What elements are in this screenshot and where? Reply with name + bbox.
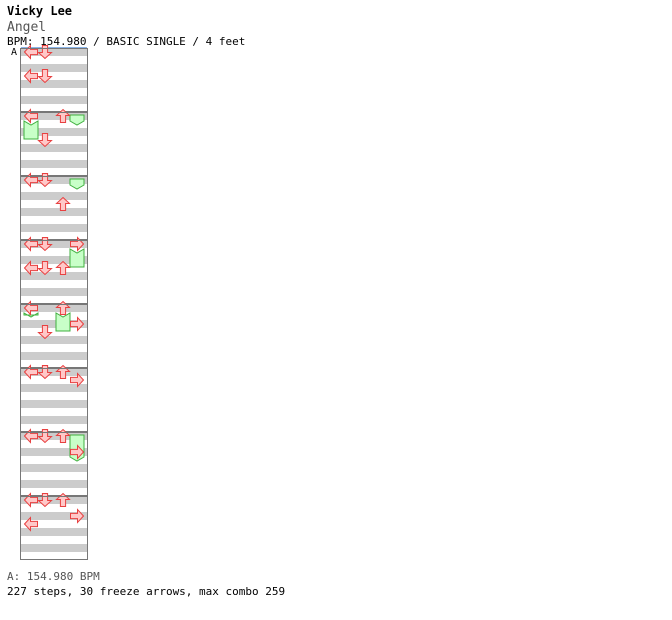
step-arrow [70, 444, 85, 460]
panel-stripe [20, 128, 88, 136]
panel-border [20, 496, 88, 560]
panel-border [20, 240, 88, 304]
panel-stripe [20, 448, 88, 456]
step-arrow [37, 173, 53, 188]
chart-info: BPM: 154.980 / BASIC SINGLE / 4 feet [7, 35, 246, 48]
panel-stripe [20, 368, 88, 376]
panel-stripe [20, 464, 88, 472]
step-stats: 227 steps, 30 freeze arrows, max combo 2… [7, 585, 286, 598]
freeze-arrow [23, 120, 39, 140]
chart-panel [20, 172, 88, 240]
panel-stripe [20, 192, 88, 200]
chart-panel [20, 493, 88, 560]
song-title: Angel [7, 20, 47, 35]
chart-panel [20, 44, 88, 112]
panel-border [20, 368, 88, 432]
step-arrow [37, 493, 53, 508]
step-arrow [37, 261, 53, 276]
step-arrow [70, 316, 85, 332]
panel-stripe [20, 80, 88, 88]
panel-stripe [20, 288, 88, 296]
panel-stripe [20, 496, 88, 504]
freeze-arrow [55, 312, 71, 332]
panel-stripe [20, 528, 88, 536]
step-arrow [37, 69, 53, 84]
step-arrow [55, 196, 71, 211]
panel-stripe [20, 112, 88, 120]
chart-panel [20, 108, 88, 176]
panel-stripe [20, 352, 88, 360]
panel-stripe [20, 480, 88, 488]
step-arrow [37, 45, 53, 60]
panel-stripe [20, 176, 88, 184]
chart-panel [20, 365, 88, 432]
bpm-summary: A: 154.980 BPM [7, 570, 100, 583]
step-arrow [37, 237, 53, 252]
panel-border [20, 112, 88, 176]
step-arrow [37, 133, 53, 148]
panel-stripe [20, 160, 88, 168]
panel-border [20, 176, 88, 240]
panel-border [20, 304, 88, 368]
panel-stripe [20, 336, 88, 344]
panel-stripe [20, 272, 88, 280]
panel-stripe [20, 208, 88, 216]
section-marker: A [11, 47, 18, 58]
panel-stripe [20, 304, 88, 312]
step-arrow [37, 325, 53, 340]
panel-stripe [20, 432, 88, 440]
panel-border [20, 48, 88, 112]
panel-stripe [20, 416, 88, 424]
panel-stripe [20, 144, 88, 152]
step-arrow [37, 365, 53, 380]
panel-stripe [20, 320, 88, 328]
step-arrow [70, 372, 85, 388]
freeze-arrow [69, 178, 85, 190]
panel-stripe [20, 384, 88, 392]
freeze-arrow [69, 114, 85, 126]
panel-stripe [20, 400, 88, 408]
chart-panel [20, 302, 88, 368]
panel-border [20, 432, 88, 496]
panel-stripe [20, 544, 88, 552]
section-underline [21, 47, 87, 48]
artist-name: Vicky Lee [7, 4, 73, 18]
chart-panel [20, 236, 88, 304]
step-arrow [23, 516, 38, 532]
step-arrow [55, 260, 71, 275]
freeze-arrow [69, 248, 85, 268]
step-chart [0, 0, 88, 560]
panel-stripe [20, 256, 88, 264]
panel-stripe [20, 48, 88, 56]
panel-stripe [20, 512, 88, 520]
panel-stripe [20, 64, 88, 72]
step-arrow [70, 508, 85, 524]
panel-stripe [20, 96, 88, 104]
panel-stripe [20, 224, 88, 232]
chart-panel [20, 429, 88, 496]
panel-stripe [20, 240, 88, 248]
step-arrow [37, 429, 53, 444]
